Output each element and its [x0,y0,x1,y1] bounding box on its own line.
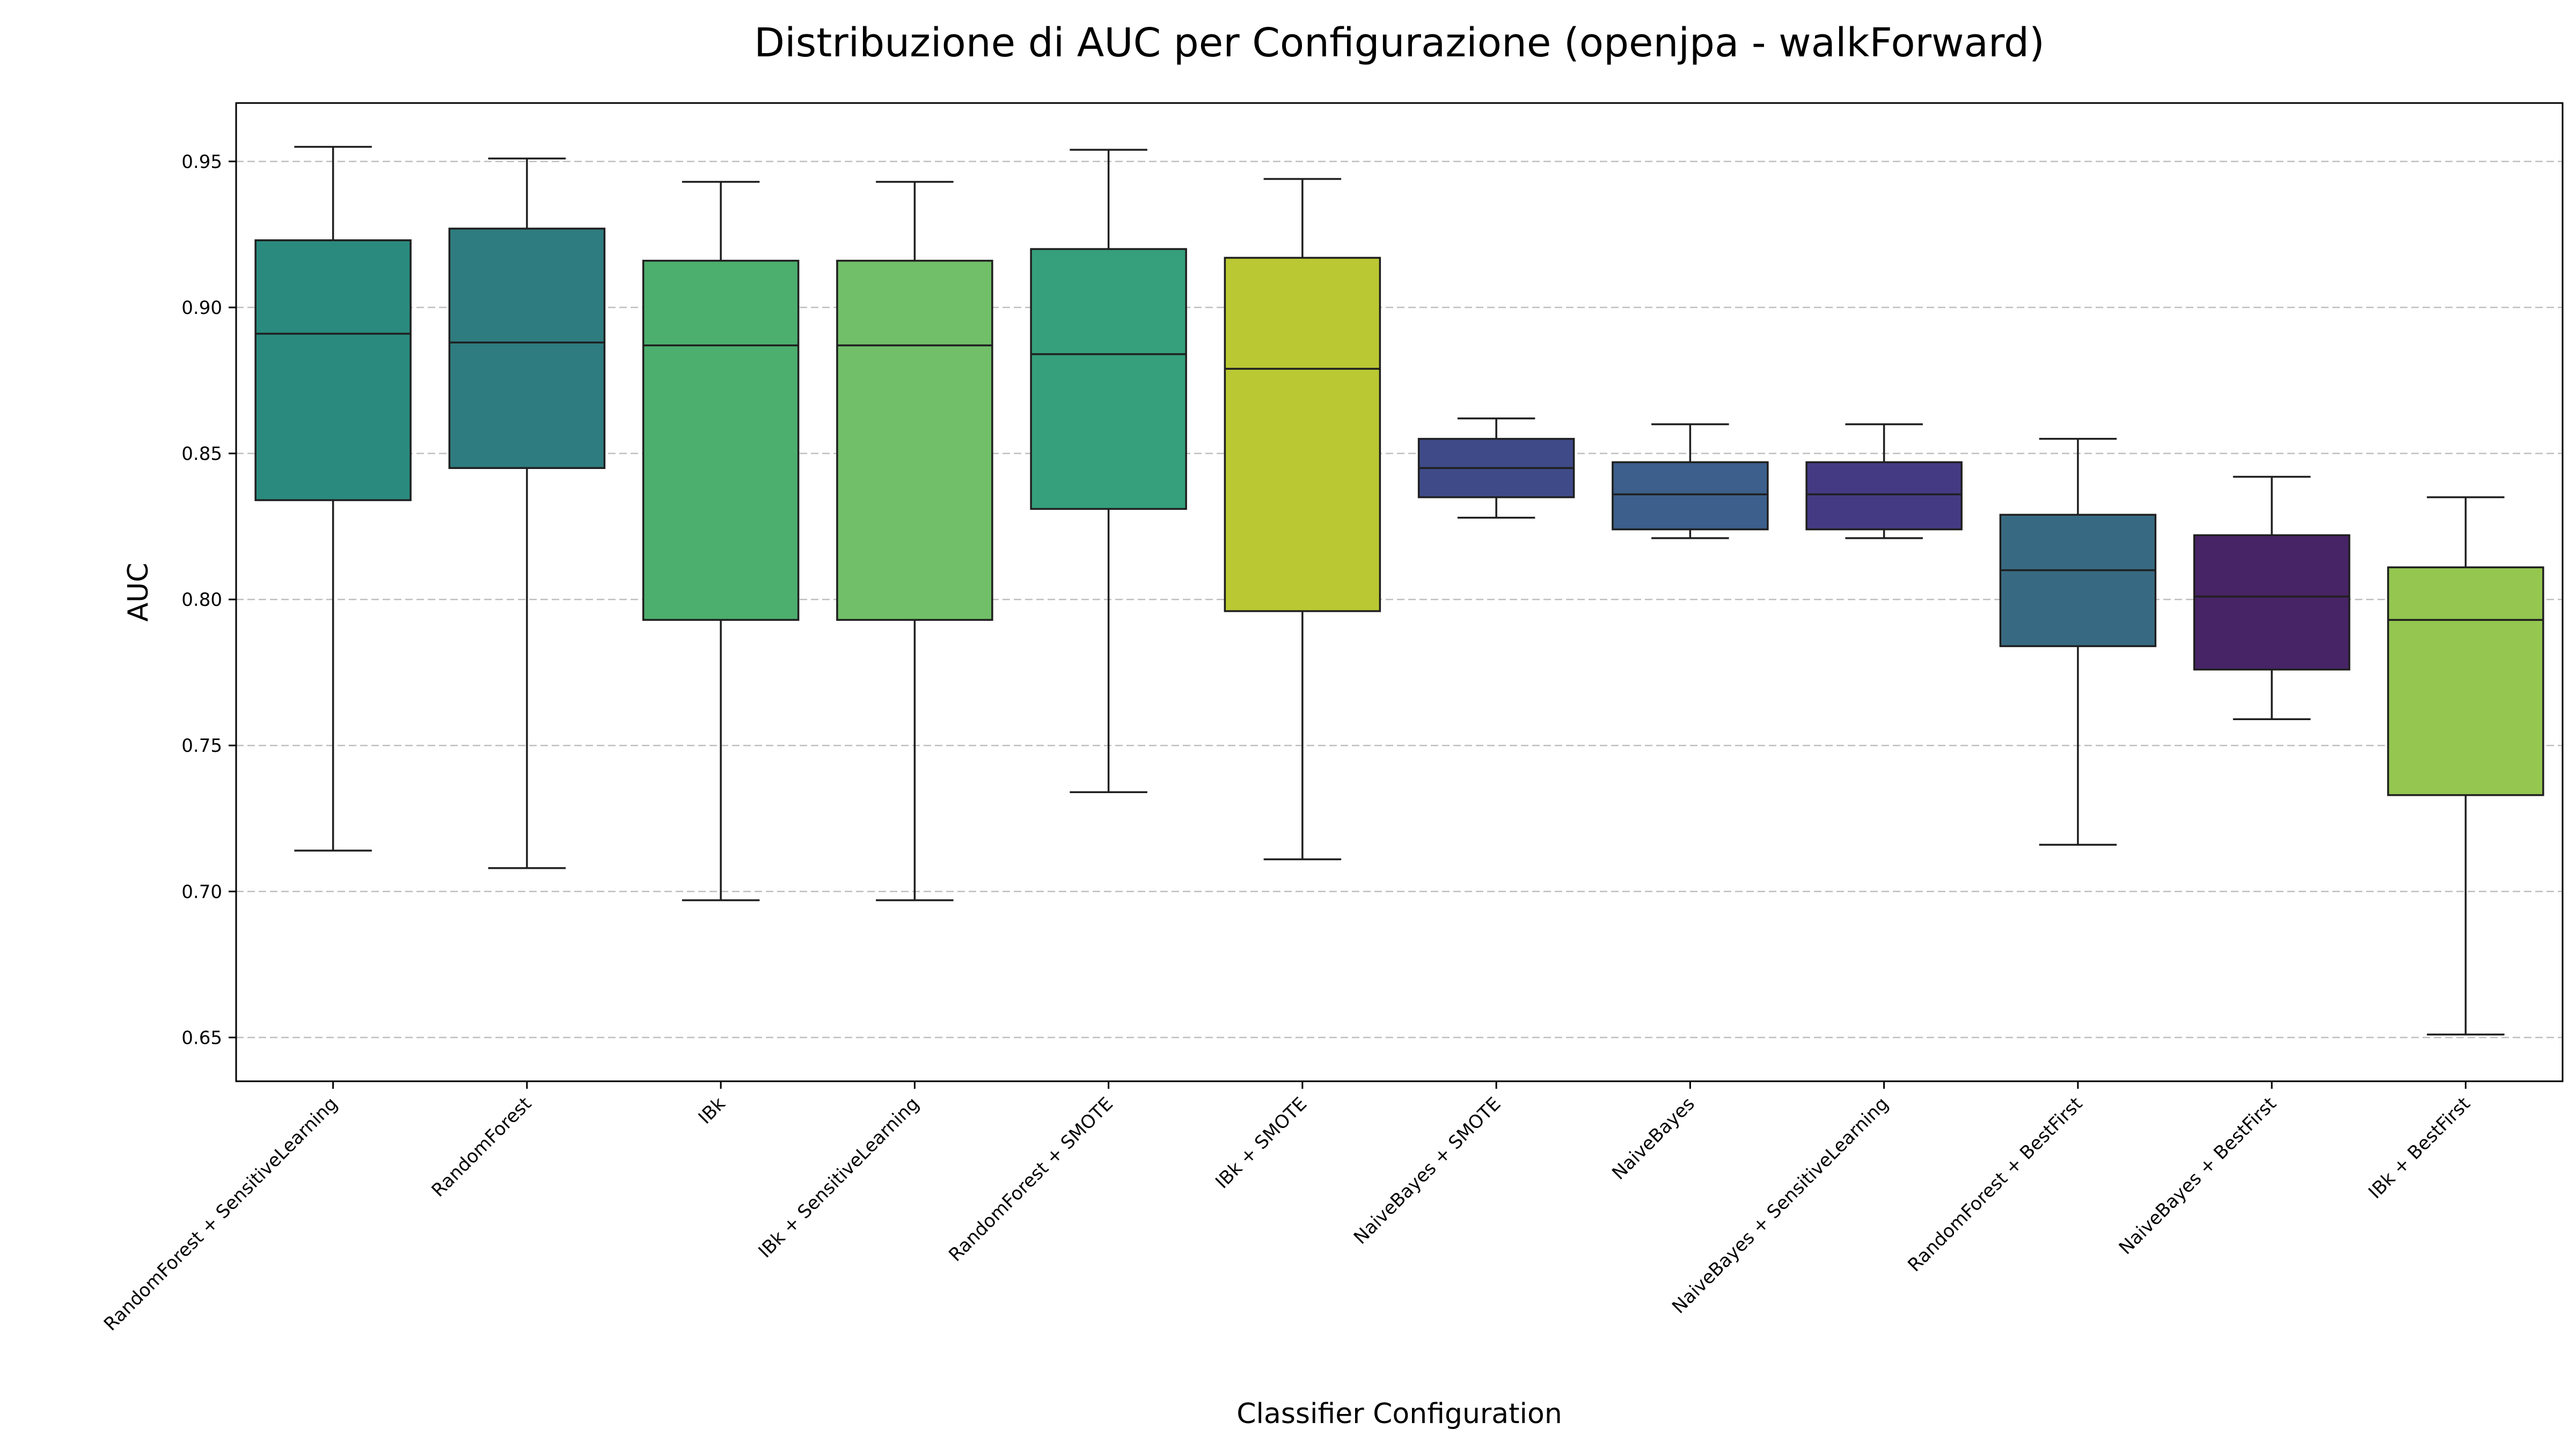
box-2 [448,157,606,869]
box-10 [1999,438,2157,846]
plot-frame [235,102,2564,1082]
box-3 [642,181,800,902]
iqr-box [1805,461,1963,531]
y-tick-label: 0.90 [181,297,222,319]
boxes-layer [254,145,2544,1036]
y-tick-label: 0.85 [181,443,222,465]
box-11 [2193,475,2351,720]
iqr-box [1999,514,2157,647]
iqr-box [642,260,800,621]
x-axis-title: Classifier Configuration [1236,1398,1562,1430]
box-7 [1417,417,1575,519]
y-axis-ticks: 0.65 0.70 0.75 0.80 0.85 0.90 0.95 [181,151,236,1049]
y-tick-label: 0.75 [181,735,222,757]
chart-title: Distribuzione di AUC per Configurazione … [754,20,2045,66]
box-4 [836,181,993,902]
y-tick-label: 0.80 [181,589,222,611]
box-1 [254,145,412,852]
iqr-box [1612,461,1769,531]
grid-lines [236,160,2563,1038]
box-9 [1805,423,1963,539]
iqr-box [1030,248,1187,510]
box-6 [1224,178,1381,861]
box-12 [2387,496,2544,1036]
iqr-box [836,260,993,621]
y-tick-label: 0.70 [181,881,222,903]
iqr-box [2387,566,2544,796]
iqr-box [254,239,412,501]
y-tick-label: 0.65 [181,1027,222,1049]
iqr-box [448,228,606,469]
iqr-box [2193,534,2351,671]
iqr-box [1224,257,1381,612]
y-tick-label: 0.95 [181,151,222,173]
box-8 [1612,423,1769,539]
box-5 [1030,149,1187,794]
y-axis-title: AUC [122,563,155,622]
